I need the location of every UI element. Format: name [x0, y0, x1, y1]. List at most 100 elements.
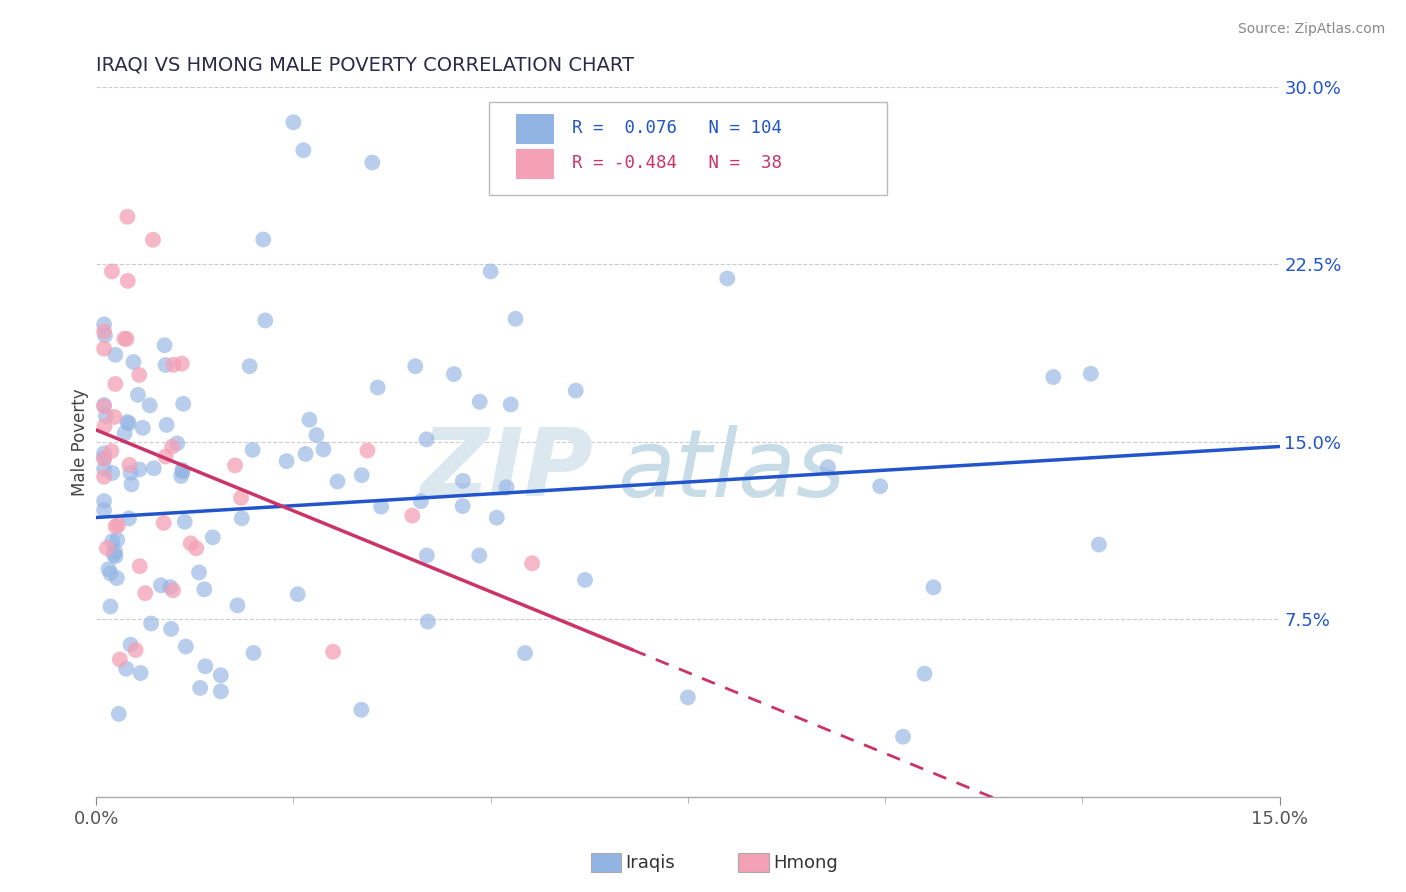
- Point: [172, 464, 194, 478]
- Point: [132, 421, 155, 435]
- Point: [101, 264, 124, 278]
- Point: [128, 368, 150, 382]
- Point: [298, 413, 321, 427]
- Point: [93, 398, 115, 412]
- Point: [93, 318, 115, 332]
- Point: [96, 541, 118, 556]
- Point: [117, 274, 139, 288]
- Point: [172, 397, 194, 411]
- Point: [361, 155, 384, 169]
- Point: [209, 668, 232, 682]
- Point: [93, 451, 115, 466]
- Point: [174, 640, 197, 654]
- Point: [101, 534, 124, 549]
- Point: [142, 233, 165, 247]
- Point: [170, 357, 193, 371]
- Point: [124, 643, 146, 657]
- Text: R = -0.484   N =  38: R = -0.484 N = 38: [572, 154, 782, 172]
- Point: [322, 645, 344, 659]
- Point: [142, 461, 165, 475]
- Point: [209, 684, 232, 698]
- Point: [716, 271, 738, 285]
- Point: [239, 359, 262, 374]
- Point: [103, 409, 125, 424]
- Point: [505, 311, 527, 326]
- Point: [254, 313, 277, 327]
- Point: [114, 426, 136, 441]
- Point: [201, 530, 224, 544]
- Point: [162, 583, 184, 598]
- Point: [118, 458, 141, 472]
- Point: [252, 232, 274, 246]
- Point: [367, 380, 389, 394]
- Point: [100, 566, 122, 581]
- Point: [817, 460, 839, 475]
- Point: [129, 666, 152, 681]
- Point: [891, 730, 914, 744]
- Point: [107, 518, 129, 533]
- Point: [115, 662, 138, 676]
- Point: [117, 415, 139, 429]
- Point: [922, 580, 945, 594]
- Point: [93, 462, 115, 476]
- Point: [100, 599, 122, 614]
- Point: [485, 510, 508, 524]
- Point: [276, 454, 298, 468]
- Point: [156, 417, 179, 432]
- Point: [451, 474, 474, 488]
- Point: [104, 544, 127, 558]
- Point: [242, 442, 264, 457]
- Point: [108, 652, 131, 666]
- Point: [356, 443, 378, 458]
- Point: [93, 503, 115, 517]
- Point: [155, 450, 177, 464]
- Y-axis label: Male Poverty: Male Poverty: [72, 388, 89, 496]
- Point: [114, 332, 136, 346]
- Point: [520, 556, 543, 570]
- Point: [105, 571, 128, 585]
- Point: [326, 475, 349, 489]
- Bar: [516, 149, 554, 179]
- Point: [104, 519, 127, 533]
- Point: [120, 638, 142, 652]
- FancyBboxPatch shape: [489, 103, 887, 195]
- Point: [162, 358, 184, 372]
- Point: [138, 398, 160, 412]
- Point: [1088, 537, 1111, 551]
- Point: [229, 491, 252, 505]
- Point: [451, 499, 474, 513]
- Point: [93, 342, 115, 356]
- Point: [499, 397, 522, 411]
- Point: [869, 479, 891, 493]
- Point: [193, 582, 215, 597]
- Point: [416, 615, 439, 629]
- Point: [93, 451, 115, 466]
- Point: [914, 666, 936, 681]
- Point: [188, 566, 211, 580]
- Point: [180, 536, 202, 550]
- Point: [468, 394, 491, 409]
- Point: [416, 549, 439, 563]
- Point: [120, 466, 142, 480]
- Point: [350, 703, 373, 717]
- Text: Iraqis: Iraqis: [626, 855, 675, 872]
- Point: [224, 458, 246, 473]
- Text: IRAQI VS HMONG MALE POVERTY CORRELATION CHART: IRAQI VS HMONG MALE POVERTY CORRELATION …: [96, 55, 634, 74]
- Point: [468, 549, 491, 563]
- Point: [166, 436, 188, 450]
- Point: [159, 580, 181, 594]
- Point: [128, 462, 150, 476]
- Point: [479, 264, 502, 278]
- Point: [287, 587, 309, 601]
- Point: [513, 646, 536, 660]
- Point: [173, 515, 195, 529]
- Point: [443, 367, 465, 381]
- Text: Source: ZipAtlas.com: Source: ZipAtlas.com: [1237, 22, 1385, 37]
- Point: [103, 548, 125, 562]
- Point: [305, 428, 328, 442]
- Point: [93, 494, 115, 508]
- Point: [194, 659, 217, 673]
- Point: [574, 573, 596, 587]
- Point: [170, 469, 193, 483]
- Point: [97, 562, 120, 576]
